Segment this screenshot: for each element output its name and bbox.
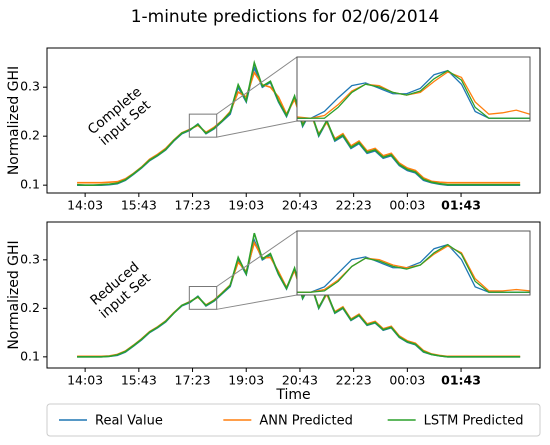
legend-label: Real Value (95, 414, 163, 429)
zoom-box (188, 113, 218, 138)
x-tick-label: 14:03 (67, 198, 103, 213)
inset-frame (296, 56, 531, 122)
inset-background (297, 57, 530, 121)
x-tick-label: 01:43 (441, 198, 481, 213)
x-tick-label: 01:43 (441, 373, 481, 388)
series-line (296, 71, 531, 119)
zoom-box (188, 286, 218, 310)
figure-title: 1-minute predictions for 02/06/2014 (131, 7, 440, 27)
inset-frame (296, 230, 531, 296)
zoom-connector (216, 294, 298, 310)
x-tick-label: 20:43 (282, 198, 318, 213)
axes-frame (46, 47, 541, 194)
x-tick-label: 15:43 (121, 373, 157, 388)
series-line (297, 69, 530, 119)
x-tick-label: 19:03 (228, 373, 264, 388)
y-tick-label: 0.1 (20, 177, 40, 192)
x-axis-label: Time (275, 387, 310, 403)
legend-label: LSTM Predicted (424, 414, 524, 429)
legend-label: ANN Predicted (259, 414, 353, 429)
axes-frame (46, 221, 541, 369)
zoom-connector (216, 120, 298, 138)
y-tick-label: 0.1 (20, 348, 40, 363)
inset-background (297, 231, 530, 295)
legend (46, 403, 541, 437)
x-tick-label: 15:43 (121, 198, 157, 213)
y-tick-label: 0.2 (20, 300, 40, 315)
x-tick-label: 14:03 (67, 373, 103, 388)
x-tick-label: 22:23 (336, 198, 372, 213)
y-axis-label: Normalized GHI (6, 66, 22, 175)
y-tick-label: 0.3 (20, 79, 40, 94)
x-tick-label: 17:23 (175, 198, 211, 213)
x-tick-label: 00:03 (389, 373, 425, 388)
x-tick-label: 22:23 (336, 373, 372, 388)
x-tick-label: 00:03 (389, 198, 425, 213)
y-tick-label: 0.3 (20, 251, 40, 266)
series-line (297, 245, 531, 293)
x-tick-label: 19:03 (228, 198, 264, 213)
y-tick-label: 0.2 (20, 128, 40, 143)
x-tick-label: 20:43 (282, 373, 318, 388)
zoom-connector (216, 56, 298, 115)
x-tick-label: 17:23 (175, 373, 211, 388)
zoom-connector (216, 230, 298, 287)
y-axis-label: Normalized GHI (6, 240, 22, 349)
series-line (297, 243, 530, 293)
